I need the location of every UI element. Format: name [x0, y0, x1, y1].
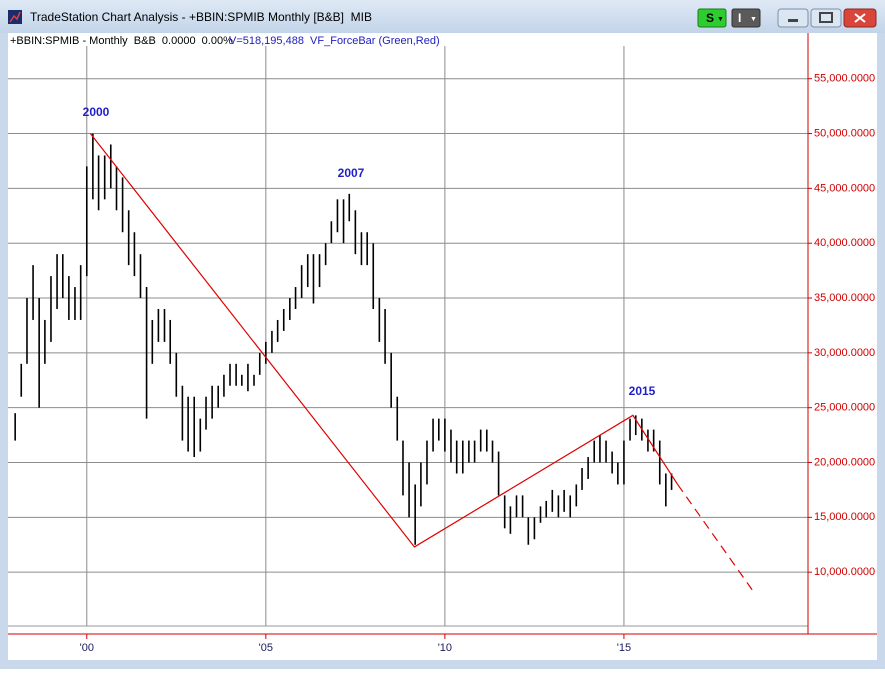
y-tick-label: 10,000.0000	[814, 566, 875, 578]
x-tick-label: '10	[438, 642, 452, 654]
y-tick-label: 55,000.0000	[814, 73, 875, 85]
svg-text:▼: ▼	[750, 16, 757, 23]
y-tick-label: 25,000.0000	[814, 402, 875, 414]
y-tick-label: 20,000.0000	[814, 456, 875, 468]
annotation: 2000	[83, 105, 110, 119]
plot: 10,000.0000 15,000.0000 20,000.0000 25,000.…	[8, 46, 875, 654]
minimize-button[interactable]	[777, 8, 809, 28]
x-tick-label: '05	[259, 642, 273, 654]
y-tick-label: 30,000.0000	[814, 347, 875, 359]
svg-text:▼: ▼	[717, 16, 724, 23]
y-tick-label: 50,000.0000	[814, 127, 875, 139]
button-label: S	[706, 11, 714, 25]
trend-line	[677, 484, 754, 592]
x-tick-label: '15	[617, 642, 631, 654]
y-tick-label: 45,000.0000	[814, 182, 875, 194]
annotation: 2015	[629, 384, 656, 398]
indicator-button[interactable]	[731, 8, 761, 28]
window-title: TradeStation Chart Analysis - +BBIN:SPMI…	[30, 10, 372, 24]
x-tick-label: '00	[80, 642, 94, 654]
annotation: 2007	[338, 166, 365, 180]
chart-subheader: V=518,195,488 VF_ForceBar (Green,Red)	[229, 35, 440, 47]
maximize-button[interactable]	[810, 8, 842, 28]
chart-area	[8, 33, 877, 660]
y-tick-label: 15,000.0000	[814, 511, 875, 523]
y-tick-label: 40,000.0000	[814, 237, 875, 249]
button-label: I	[738, 11, 741, 25]
y-tick-label: 35,000.0000	[814, 292, 875, 304]
strategy-button[interactable]	[697, 8, 727, 28]
trend-line	[89, 133, 679, 548]
chart-header: +BBIN:SPMIB - Monthly B&B 0.0000 0.00%	[10, 35, 233, 47]
